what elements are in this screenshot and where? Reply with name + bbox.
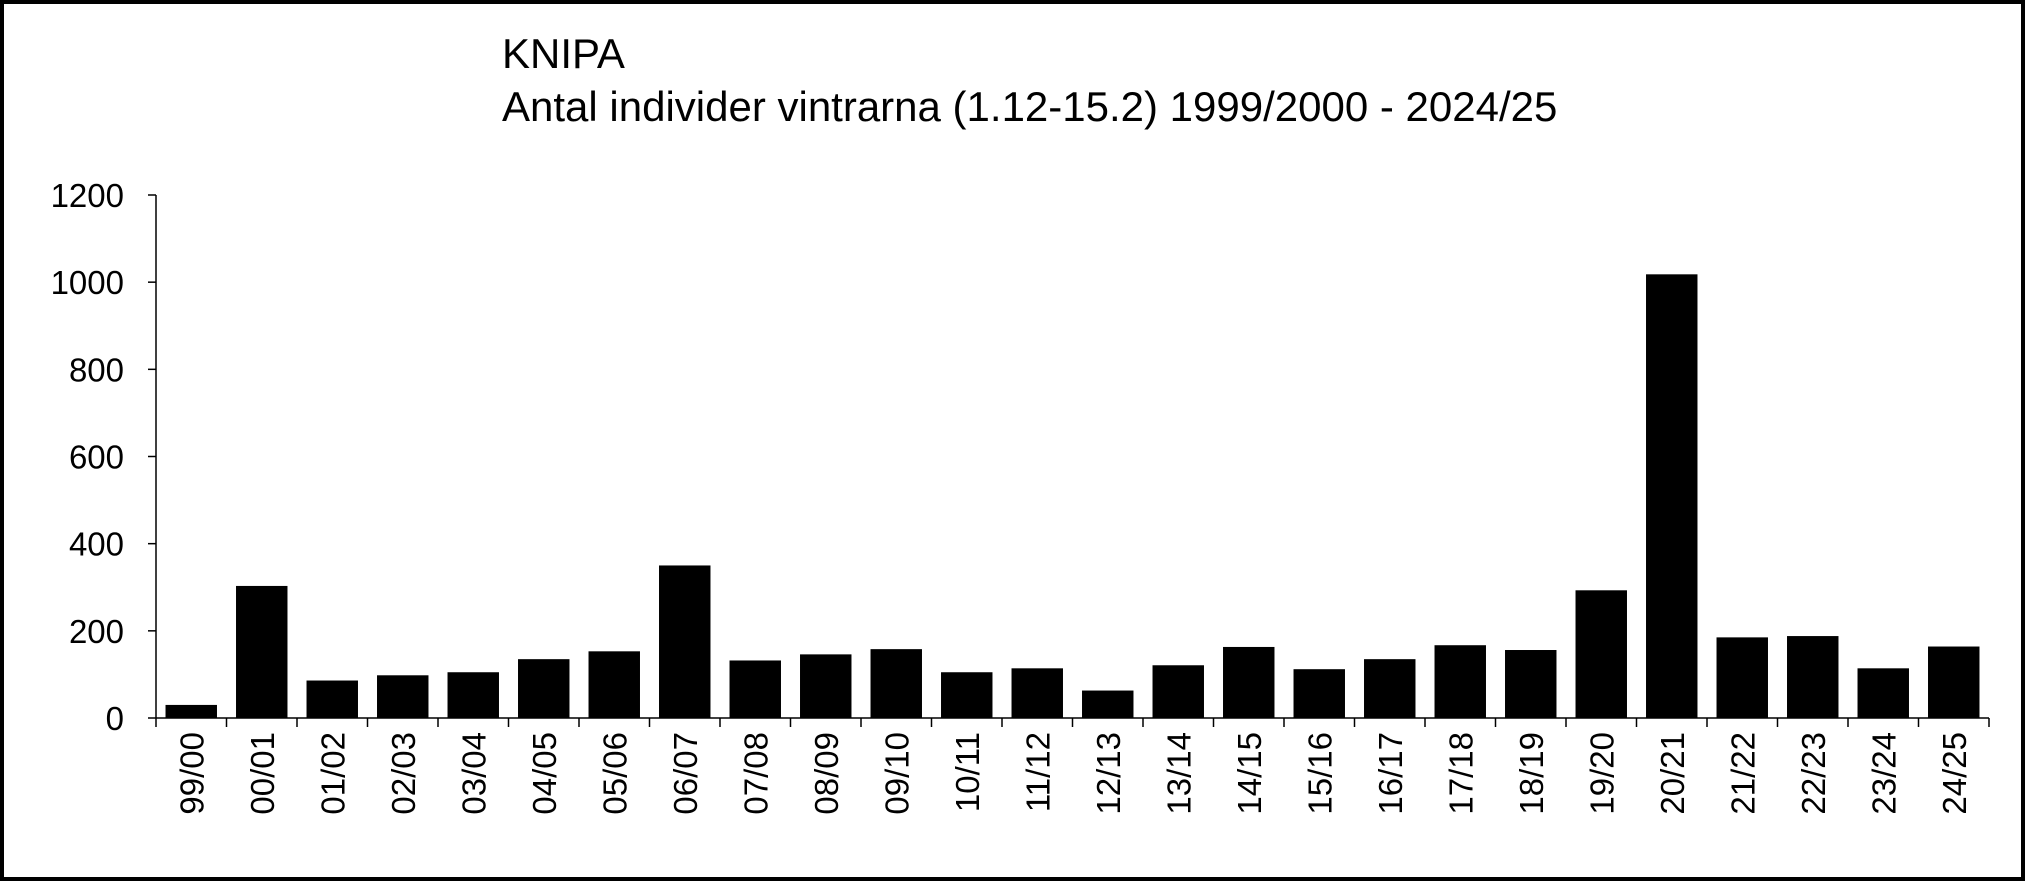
bar [1082,690,1134,718]
bar [1575,590,1627,718]
x-tick-label: 19/20 [1583,732,1620,815]
bar [588,651,640,718]
bar [377,675,429,718]
bar [729,660,781,718]
bar [1716,637,1768,718]
bar [1434,645,1486,718]
x-tick-label: 17/18 [1442,732,1479,815]
bar [165,704,217,718]
x-tick-label: 08/09 [808,732,845,815]
x-tick-label: 18/19 [1513,732,1550,815]
x-tick-label: 07/08 [737,732,774,815]
y-tick-label: 600 [69,439,124,476]
bar [659,565,711,718]
x-tick-label: 09/10 [878,732,915,815]
x-tick-label: 03/04 [455,732,492,815]
x-tick-label: 23/24 [1865,732,1902,815]
x-tick-label: 16/17 [1372,732,1409,815]
bar [518,659,570,718]
y-tick-label: 400 [69,526,124,563]
bar [1928,646,1980,718]
bar [447,672,499,718]
bar [1223,646,1275,718]
x-tick-label: 12/13 [1090,732,1127,815]
y-tick-label: 800 [69,351,124,388]
bar [1293,669,1345,718]
x-tick-label: 05/06 [596,732,633,815]
bar [1646,274,1698,718]
x-tick-label: 00/01 [244,732,281,815]
x-tick-label: 13/14 [1160,732,1197,815]
x-tick-label: 24/25 [1936,732,1973,815]
bar [870,649,922,718]
x-tick-label: 06/07 [667,732,704,815]
y-tick-label: 200 [69,613,124,650]
x-tick-label: 02/03 [385,732,422,815]
y-tick-label: 1200 [51,177,124,214]
bar [306,680,358,718]
x-tick-label: 15/16 [1301,732,1338,815]
bar [1505,650,1557,718]
bar [1857,668,1909,718]
y-tick-label: 1000 [51,264,124,301]
x-tick-label: 11/12 [1019,732,1056,812]
bar [800,654,852,718]
bar [1011,668,1063,718]
chart-title: KNIPA [502,30,625,77]
chart-subtitle: Antal individer vintrarna (1.12-15.2) 19… [502,83,1557,130]
x-tick-label: 21/22 [1724,732,1761,815]
x-tick-label: 14/15 [1231,732,1268,815]
x-tick-label: 99/00 [173,732,210,815]
bar [1152,665,1204,718]
bar [1787,636,1839,718]
x-tick-label: 20/21 [1654,732,1691,815]
x-tick-label: 01/02 [314,732,351,815]
bar [941,672,993,718]
bar [236,585,288,718]
x-tick-label: 22/23 [1795,732,1832,815]
x-tick-label: 04/05 [526,732,563,815]
bar [1364,659,1416,718]
x-tick-label: 10/11 [949,732,986,812]
y-tick-label: 0 [106,700,124,737]
